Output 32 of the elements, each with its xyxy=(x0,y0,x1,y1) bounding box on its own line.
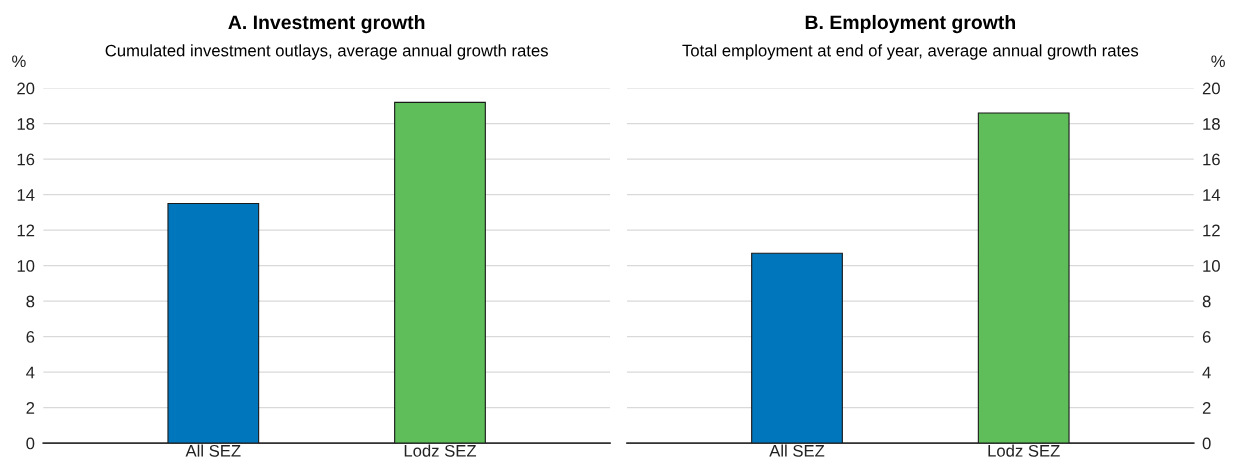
y2-tick-label: 8 xyxy=(1202,295,1211,308)
x-tick-label: Lodz SEZ xyxy=(404,444,477,457)
x-tick-label: All SEZ xyxy=(185,444,241,457)
x-tick-label: Lodz SEZ xyxy=(988,444,1060,457)
y2-tick-label: 2 xyxy=(1202,402,1211,414)
y2-tick-label: 0 xyxy=(1202,437,1211,450)
y2-tick-label: 12 xyxy=(1203,224,1220,237)
chart-title: B. Employment growth xyxy=(805,14,1016,34)
y-tick-label: 20 xyxy=(17,82,35,95)
y-tick-label: 18 xyxy=(17,118,35,130)
y-axis-title: % xyxy=(12,55,26,68)
chart-title: A. Investment growth xyxy=(228,14,425,34)
y-tick-label: 8 xyxy=(26,295,35,308)
y-tick-label: 4 xyxy=(26,366,35,379)
y-tick-label: 16 xyxy=(17,153,35,166)
y2-axis-title: % xyxy=(1211,55,1225,68)
y-tick-label: 6 xyxy=(26,331,35,343)
y2-tick-label: 14 xyxy=(1203,189,1221,201)
y2-tick-label: 4 xyxy=(1202,366,1211,379)
y-tick-label: 14 xyxy=(17,189,35,201)
y-tick-label: 12 xyxy=(17,224,35,237)
y2-tick-label: 18 xyxy=(1203,118,1220,130)
y2-tick-label: 10 xyxy=(1203,260,1220,272)
chart-subtitle: Cumulated investment outlays, average annual growth rates xyxy=(105,44,548,60)
y-tick-label: 2 xyxy=(26,402,35,414)
y2-tick-label: 16 xyxy=(1203,153,1220,166)
x-tick-label: All SEZ xyxy=(769,444,825,457)
y2-tick-label: 20 xyxy=(1202,82,1220,95)
chart-subtitle: Total employment at end of year, average annual growth rates xyxy=(682,44,1139,60)
y-tick-label: 10 xyxy=(17,260,35,272)
y-tick-label: 0 xyxy=(26,437,35,450)
y2-tick-label: 6 xyxy=(1202,331,1211,343)
